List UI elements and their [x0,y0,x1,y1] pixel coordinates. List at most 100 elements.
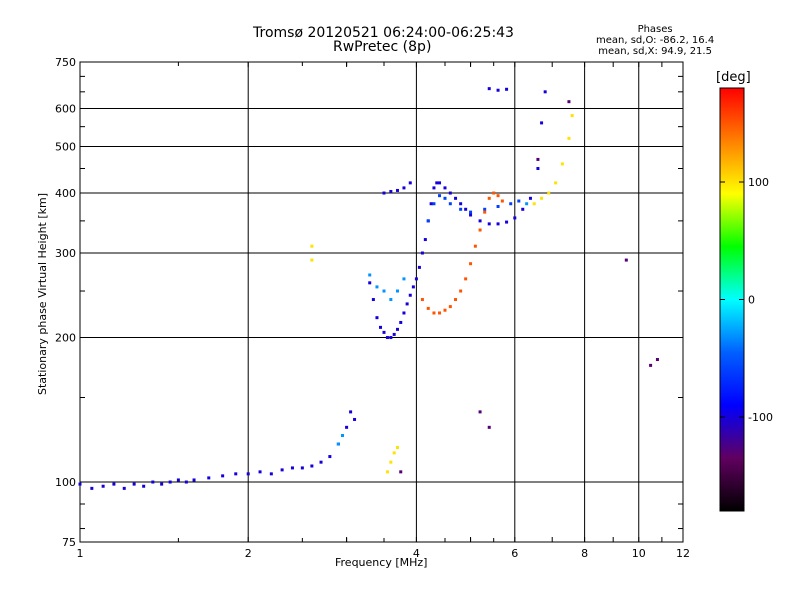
data-point [382,191,386,195]
data-point [132,482,136,486]
x-tick-label: 10 [632,547,646,560]
data-point [389,460,393,464]
data-point [464,277,468,281]
data-point [473,244,477,248]
data-point [423,238,427,242]
phases-summary: Phases mean, sd,O: -86.2, 16.4 mean, sd,… [596,24,714,57]
data-point [567,136,571,140]
data-point [487,196,491,200]
data-point [375,285,379,289]
data-point [336,442,340,446]
data-point [402,277,406,281]
chart-subtitle: RwPretec (8p) [333,39,432,55]
data-point [448,191,452,195]
data-point [399,470,403,474]
y-tick-label: 600 [55,103,76,116]
data-point [221,474,225,478]
data-point [500,199,504,203]
phases-x-mode: mean, sd,X: 94.9, 21.5 [598,46,712,57]
data-point [469,210,473,214]
data-point [543,90,547,94]
data-point [269,472,273,476]
data-point [176,478,180,482]
data-point [560,162,564,166]
data-point [234,472,238,476]
data-point [395,446,399,450]
data-point [368,281,372,285]
data-point [168,480,172,484]
phases-heading: Phases [637,24,673,35]
data-point [554,181,558,185]
data-point [528,196,532,200]
phases-o-mode: mean, sd,O: -86.2, 16.4 [596,35,715,46]
data-point [536,166,540,170]
data-point [345,425,349,429]
data-point [532,202,536,206]
data-point [443,308,447,312]
data-point [478,219,482,223]
data-point [448,202,452,206]
data-point [371,298,375,302]
data-point [655,357,659,361]
data-point [420,298,424,302]
data-point [426,306,430,310]
data-point [469,262,473,266]
data-point [509,202,513,206]
data-point [513,216,517,220]
data-point [438,194,442,198]
data-point [402,186,406,190]
data-point [101,484,105,488]
y-tick-label: 500 [55,141,76,154]
data-point [90,486,94,490]
data-point [319,460,323,464]
y-tick-label: 200 [55,332,76,345]
data-point [517,199,521,203]
data-point [385,336,389,340]
data-point [496,194,500,198]
data-point [353,417,357,421]
data-point [547,191,551,195]
data-point [399,320,403,324]
data-point [459,207,463,211]
y-tick-label: 100 [55,476,76,489]
data-point [570,114,574,118]
data-point [310,464,314,468]
data-point [525,202,529,206]
data-point [464,207,468,211]
x-tick-label: 2 [245,547,252,560]
data-point [408,293,412,297]
data-point [487,425,491,429]
y-tick-label: 400 [55,187,76,200]
data-point [624,258,628,262]
data-point [395,289,399,293]
data-point [420,251,424,255]
data-point [300,466,304,470]
data-point [438,311,442,315]
data-point [478,228,482,232]
y-tick-label: 300 [55,247,76,260]
data-point [310,244,314,248]
data-point [184,480,188,484]
data-point [521,207,525,211]
data-point [408,181,412,185]
data-point [395,188,399,192]
data-point [435,181,439,185]
data-point [438,181,442,185]
data-point [483,210,487,214]
data-point [392,451,396,455]
data-point [368,273,372,277]
data-point [290,466,294,470]
data-point [328,455,332,459]
x-axis-label: Frequency [MHz] [335,556,428,569]
data-point [496,222,500,226]
data-point [122,486,126,490]
data-point [448,305,452,309]
data-point [160,482,164,486]
data-point [417,265,421,269]
data-point [402,311,406,315]
colorbar-tick-label: 100 [748,176,769,189]
data-point [536,157,540,161]
data-point [192,478,196,482]
data-point [389,298,393,302]
